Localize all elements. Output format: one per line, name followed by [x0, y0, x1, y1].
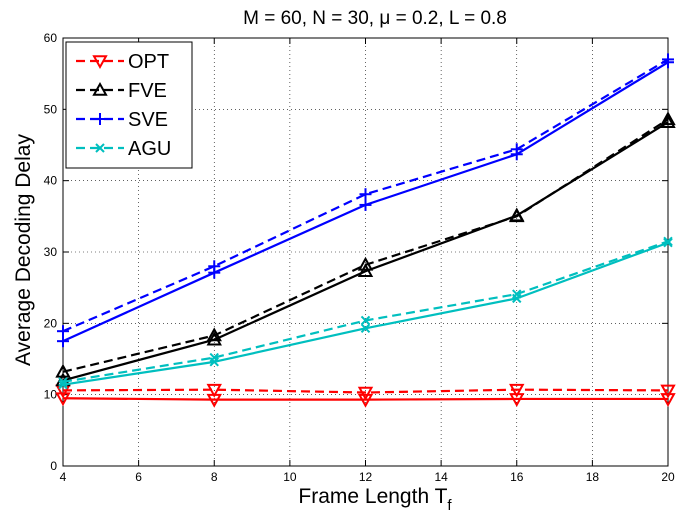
- series-sve-dashed-point: [208, 260, 221, 273]
- x-tick-label: 10: [283, 470, 297, 484]
- series-agu-solid-point: [360, 323, 371, 334]
- legend-marker-agu: [95, 143, 105, 153]
- series-fve-dashed-point: [206, 327, 222, 342]
- series-agu-dashed-point: [58, 377, 68, 387]
- series-fve-dashed-point: [357, 256, 374, 271]
- chart-title: M = 60, N = 30, μ = 0.2, L = 0.8: [243, 8, 507, 29]
- series-layer: [55, 53, 676, 408]
- legend-item-sve: SVE: [76, 109, 168, 131]
- y-axis-label: Average Decoding Delay: [12, 134, 35, 366]
- legend-marker-fve: [92, 81, 108, 96]
- x-tick-label: 20: [661, 470, 675, 484]
- axes: 4 6 8 10 12 14 16 18 20 0 10 20 30 40 50 60: [44, 31, 675, 484]
- legend-item-fve: FVE: [76, 80, 167, 102]
- series-sve-dashed-line: [62, 58, 669, 333]
- series-sve-dashed-point: [510, 143, 523, 156]
- series-fve-solid-point: [206, 331, 222, 346]
- series-fve-dashed-point: [509, 208, 525, 223]
- x-axis-label-main: Frame Length T: [298, 485, 447, 508]
- series-opt-dashed-line: [62, 388, 669, 394]
- y-tick-label: 40: [44, 174, 58, 188]
- series-opt-dashed-point: [357, 386, 374, 401]
- series-opt-solid-point: [660, 393, 676, 408]
- legend-label-fve: FVE: [128, 80, 167, 102]
- series-agu-dashed-point: [512, 289, 522, 299]
- series-agu-solid-point: [663, 238, 673, 248]
- x-tick-label: 12: [359, 470, 373, 484]
- x-tick-label: 18: [586, 470, 600, 484]
- series-opt-dashed-point: [660, 384, 676, 399]
- series-sve-dashed-point: [359, 188, 372, 201]
- series-fve-dashed-point: [660, 111, 676, 126]
- series-fve-solid-point: [357, 263, 374, 278]
- x-tick-label: 4: [60, 470, 67, 484]
- legend-marker-sve: [94, 113, 106, 125]
- y-tick-label: 20: [44, 316, 58, 330]
- series-fve-dashed-line: [62, 118, 669, 373]
- x-tick-label: 14: [434, 470, 448, 484]
- series-fve-dashed-point: [55, 363, 71, 378]
- y-tick-label: 10: [44, 388, 58, 402]
- series-opt-solid-point: [55, 392, 71, 407]
- y-tick-label: 60: [44, 31, 58, 45]
- series-sve-dashed-point: [662, 53, 674, 66]
- x-tick-label: 6: [135, 470, 142, 484]
- legend-marker-opt: [92, 55, 108, 70]
- y-tick-label: 30: [44, 245, 58, 259]
- x-axis-label: Frame Length Tf: [298, 485, 452, 514]
- series-fve-solid-point: [660, 114, 676, 128]
- series-opt-dashed-point: [206, 383, 222, 398]
- series-sve-dashed-point: [57, 325, 69, 338]
- series-sve-solid-point: [359, 198, 372, 211]
- series-agu-dashed-point: [360, 315, 371, 326]
- legend: OPT FVE SVE AGU: [65, 41, 193, 169]
- legend-item-agu: AGU: [76, 138, 171, 160]
- legend-label-opt: OPT: [128, 51, 169, 73]
- series-agu-dashed-point: [209, 352, 219, 363]
- series-agu-dashed-point: [663, 236, 673, 247]
- series-opt-dashed-point: [509, 383, 525, 398]
- legend-label-agu: AGU: [128, 138, 171, 160]
- series-opt-solid-point: [357, 393, 374, 408]
- x-tick-label: 8: [211, 470, 218, 484]
- x-axis-label-subscript: f: [447, 497, 452, 514]
- x-tick-label: 16: [510, 470, 524, 484]
- legend-label-sve: SVE: [128, 109, 168, 131]
- legend-item-opt: OPT: [76, 51, 169, 73]
- legend-box: [65, 41, 193, 169]
- y-tick-label: 0: [50, 459, 57, 473]
- y-tick-label: 50: [44, 102, 58, 116]
